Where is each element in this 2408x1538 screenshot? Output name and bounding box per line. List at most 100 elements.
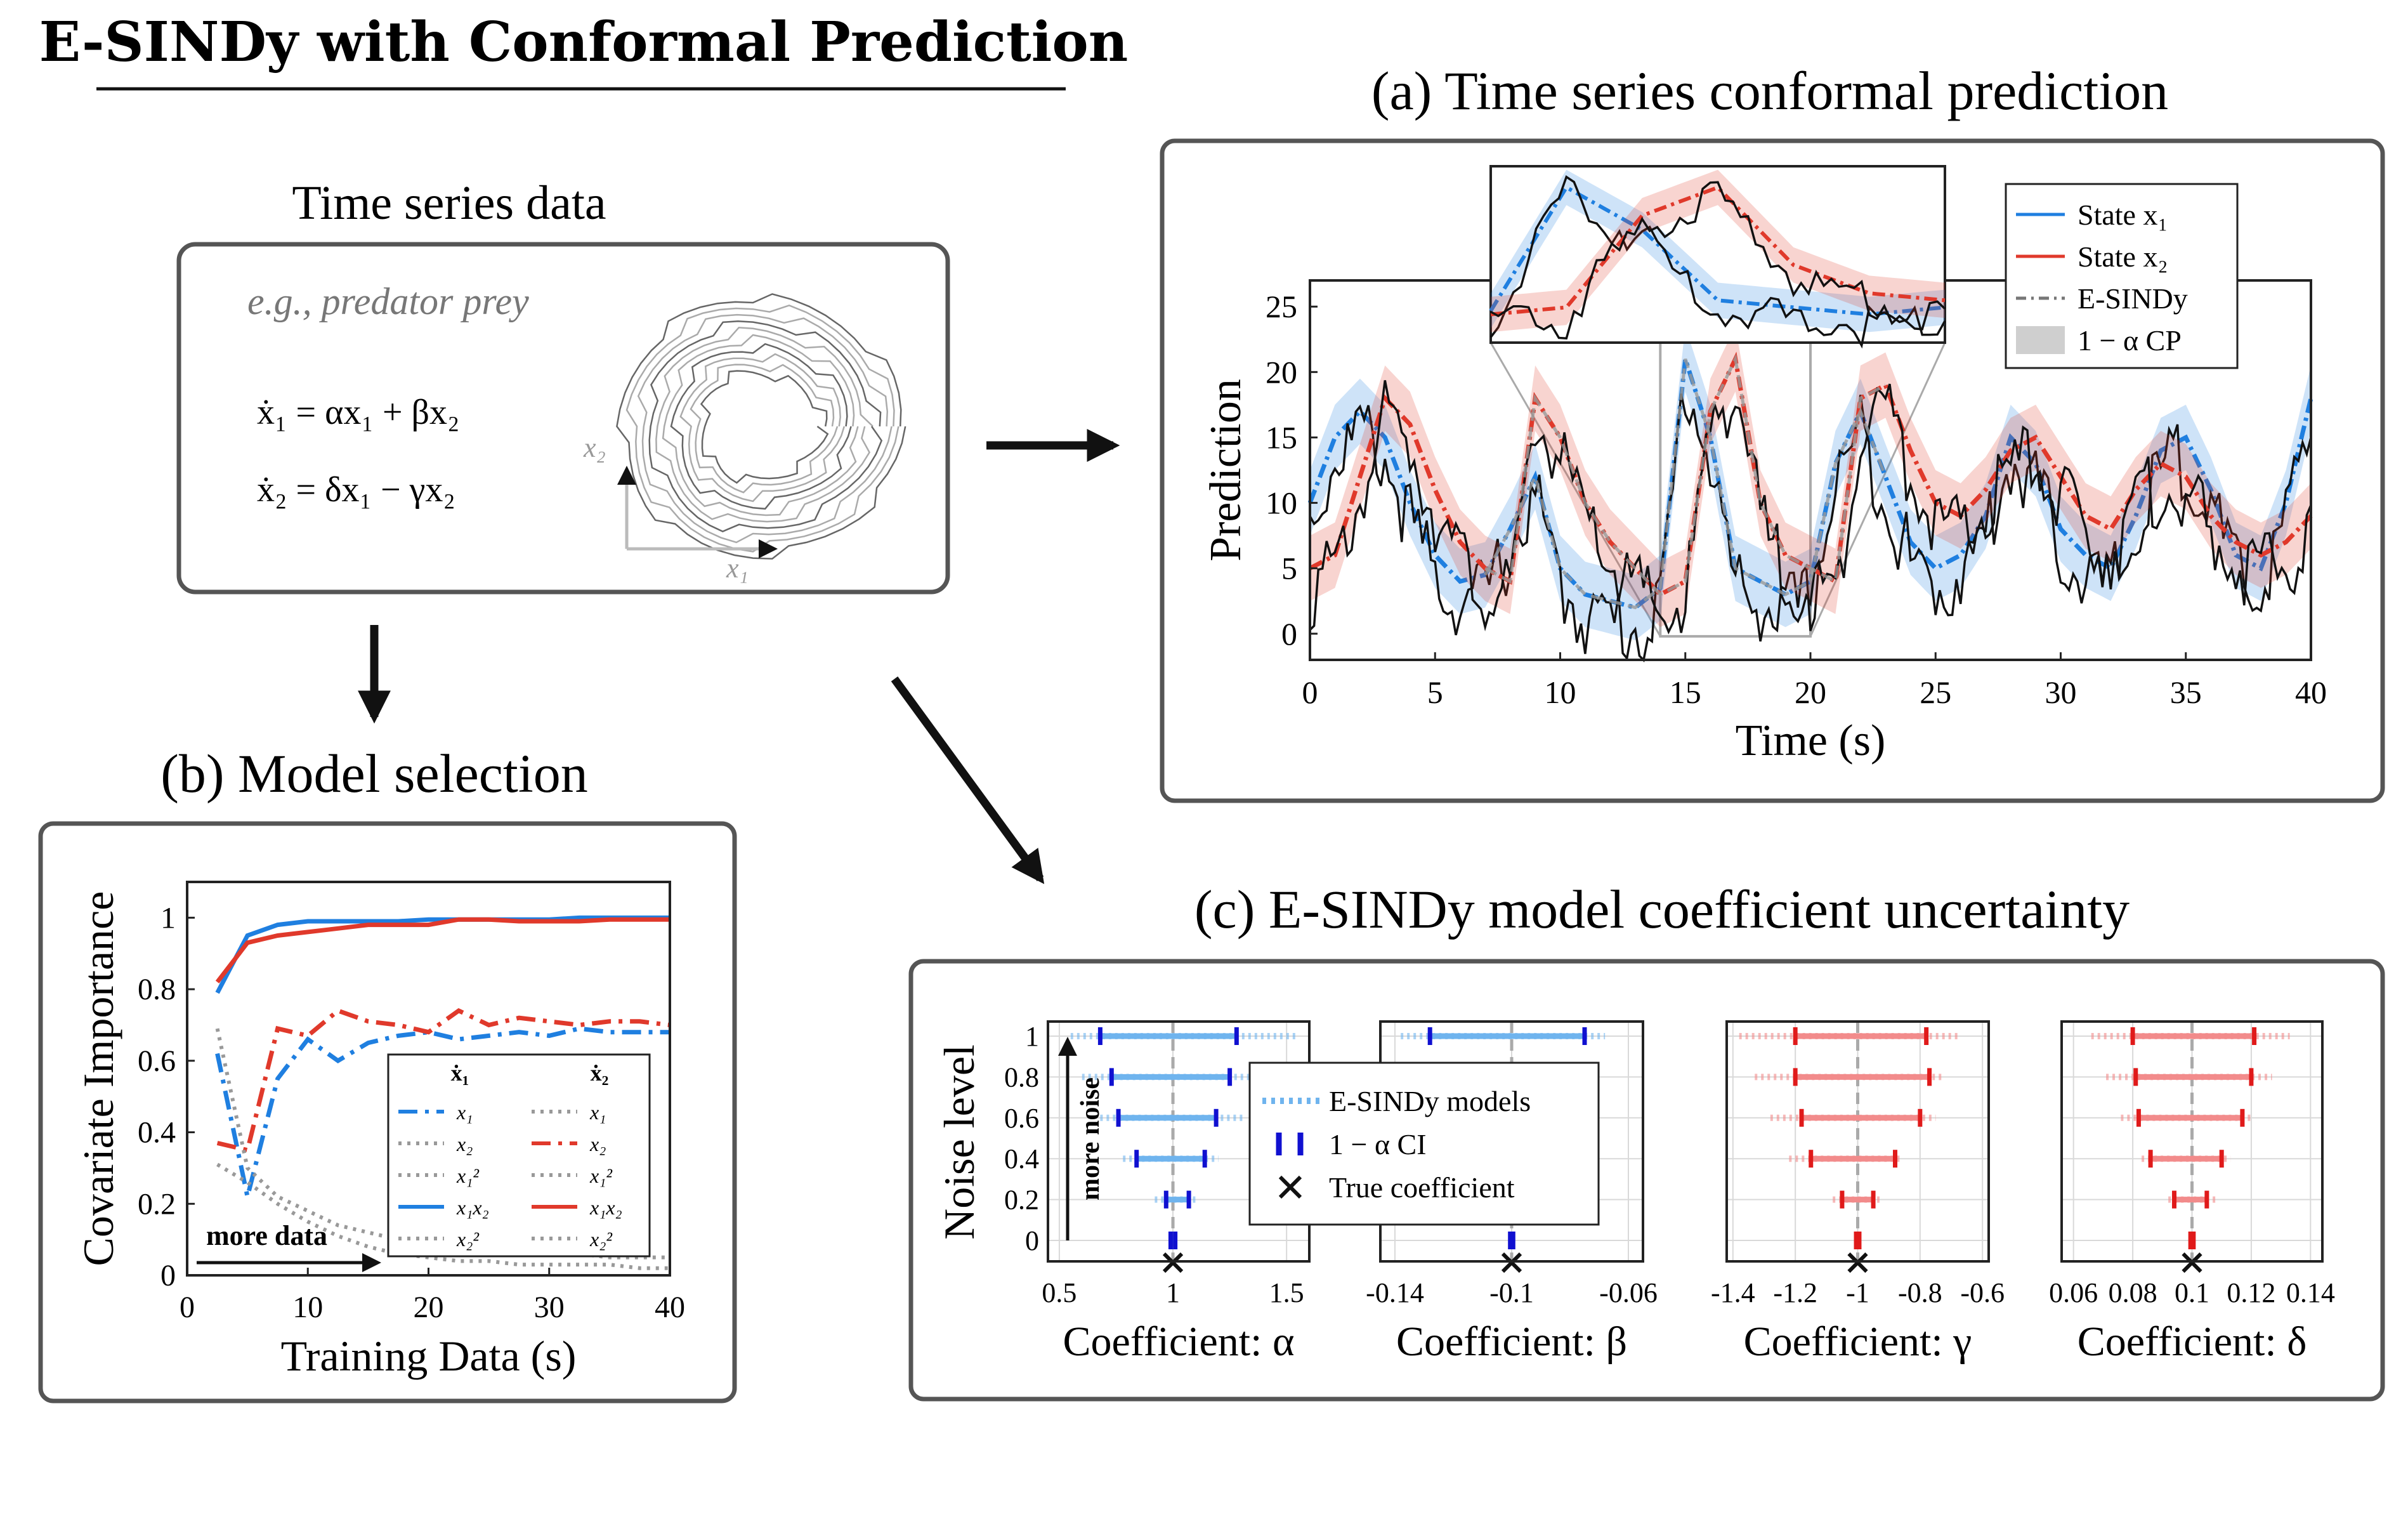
y-tick-label: 20	[1266, 354, 1297, 390]
x-tick-label: 30	[2045, 674, 2077, 710]
legend-term: x₁x₂	[456, 1196, 489, 1219]
legend-gray-patch	[2016, 326, 2065, 354]
x-tick-label: -0.6	[1960, 1277, 2005, 1308]
x-tick-label: 0	[1302, 674, 1318, 710]
coef-xlabel-3: Coefficient: γ	[1744, 1318, 1972, 1365]
panel-b-heading: (b) Model selection	[160, 743, 587, 804]
phase-loop	[625, 304, 900, 553]
y-tick-label: 10	[1266, 485, 1297, 521]
legend-term: x₂	[456, 1133, 473, 1155]
x-tick-label: 1.5	[1269, 1277, 1304, 1308]
coef-xlabel-2: Coefficient: β	[1396, 1318, 1627, 1365]
phase-loop	[648, 320, 883, 532]
coef-plot-3: -1.4 -1.2 -1 -0.8 -0.6 Coefficient: γ	[1711, 1020, 2005, 1365]
chart-b: 0 10 20 30 40 0 0.2 0.4 0.6 0.8 1 Training Data (s)…	[74, 881, 685, 1380]
coef-axes	[1725, 1020, 1990, 1263]
x-tick-label: 1	[1166, 1277, 1180, 1308]
y-tick-label: 0	[1281, 616, 1297, 652]
chart-b-ylabel: Covariate Importance	[74, 891, 122, 1266]
legend-term: x₁²	[589, 1164, 613, 1187]
y-tick-label: 15	[1266, 419, 1297, 455]
x-tick-label: 5	[1427, 674, 1443, 710]
equation-2: ẋ₂ = δx₁ − γx₂	[257, 470, 455, 509]
phase-x2-label: x₂	[583, 432, 606, 463]
importance-line-3	[215, 1026, 670, 1197]
x-tick-label: 30	[534, 1291, 565, 1324]
chart-a-xlabel: Time (s)	[1736, 716, 1886, 765]
legend-label-2: 1 − α CI	[1329, 1128, 1427, 1160]
chart-c-legend: E-SINDy models 1 − α CI True coefficient	[1248, 1061, 1600, 1226]
noise-tick-label: 0.4	[1004, 1143, 1039, 1174]
x-tick-label: 10	[1545, 674, 1576, 710]
data-box	[176, 242, 950, 595]
legend-box	[387, 1053, 651, 1258]
x-tick-label: -1	[1846, 1277, 1869, 1308]
phase-loop	[616, 293, 906, 560]
coef-xlabel-4: Coefficient: δ	[2078, 1318, 2307, 1365]
y-tick-label: 1	[160, 901, 176, 935]
x-tick-label: -0.8	[1898, 1277, 1942, 1308]
coef-xlabel-1: Coefficient: α	[1063, 1318, 1294, 1365]
noise-tick-label: 0	[1025, 1225, 1039, 1256]
chart-a-ylabel: Prediction	[1201, 379, 1250, 562]
x-tick-label: 25	[1920, 674, 1951, 710]
esindy-gray-2	[1484, 353, 1887, 596]
importance-line-4	[216, 1008, 671, 1153]
x-tick-label: 0.5	[1042, 1277, 1076, 1308]
x-tick-label: 0.1	[2175, 1277, 2209, 1308]
x-tick-label: 15	[1670, 674, 1701, 710]
zoom-guide-right	[1809, 342, 1946, 637]
measured-data-2	[1309, 380, 2312, 634]
y-tick-label: 0.6	[138, 1044, 176, 1078]
legend-term: x₁	[589, 1101, 606, 1124]
legend-x-swatch	[1278, 1175, 1302, 1199]
phase-loop	[637, 313, 893, 544]
main-title: E-SINDy with Conformal Prediction	[39, 10, 1129, 74]
legend-header-1: ẋ₁	[451, 1060, 469, 1086]
example-label: e.g., predator prey	[247, 280, 529, 322]
panel-c-ylabel: Noise level	[935, 1044, 983, 1240]
phase-loop	[679, 353, 845, 503]
legend-term: x₂²	[456, 1228, 480, 1251]
noise-tick-label: 0.8	[1004, 1061, 1039, 1093]
x-tick-label: 0.06	[2049, 1277, 2098, 1308]
series-line-2	[1309, 352, 2313, 598]
x-tick-label: -0.1	[1489, 1277, 1534, 1308]
x-tick-label: 0.08	[2109, 1277, 2157, 1308]
x-tick-label: 40	[655, 1291, 685, 1324]
phase-portrait: x₂ x₁	[583, 293, 906, 584]
arrow-to-c	[891, 676, 1045, 884]
y-tick-label: 0.8	[138, 973, 176, 1006]
noise-tick-label: 0.6	[1004, 1103, 1039, 1134]
chart-a-legend: State x₁ State x₂ E-SINDy 1 − α CP	[2005, 183, 2239, 369]
phase-loop	[700, 370, 829, 484]
x-tick-label: 0	[180, 1291, 195, 1324]
x-tick-label: 35	[2170, 674, 2202, 710]
chart-c: 0.5 1 1.5 Coefficient: α -0.14 -0.1 -0.06 Coeff…	[1004, 1020, 2335, 1365]
legend-term: x₂²	[589, 1228, 613, 1251]
x-tick-label: 40	[2295, 674, 2327, 710]
importance-line-1	[215, 915, 670, 994]
legend-term: x₂	[589, 1133, 606, 1155]
zoom-guide-left	[1489, 342, 1661, 637]
phase-x1-label: x₁	[726, 553, 749, 584]
importance-line-6	[216, 1162, 670, 1270]
esindy-gray-1	[1484, 358, 1887, 610]
x-tick-label: -0.06	[1599, 1277, 1658, 1308]
y-tick-label: 5	[1281, 551, 1297, 586]
legend-label-1: E-SINDy models	[1329, 1085, 1531, 1117]
legend-term: x₁²	[456, 1164, 480, 1187]
legend-header-2: ẋ₂	[591, 1060, 609, 1086]
legend-label-3: E-SINDy	[2078, 282, 2188, 315]
y-tick-label: 0	[160, 1259, 176, 1292]
y-tick-label: 25	[1266, 289, 1297, 324]
legend-term: x₁x₂	[589, 1196, 622, 1219]
chart-b-xlabel: Training Data (s)	[281, 1332, 577, 1380]
x-tick-label: -1.2	[1773, 1277, 1817, 1308]
y-tick-label: 0.4	[138, 1116, 176, 1150]
legend-label-4: 1 − α CP	[2078, 324, 2182, 357]
legend-box	[1248, 1061, 1600, 1226]
y-tick-label: 0.2	[138, 1187, 176, 1221]
more-data-label: more data	[206, 1220, 327, 1251]
